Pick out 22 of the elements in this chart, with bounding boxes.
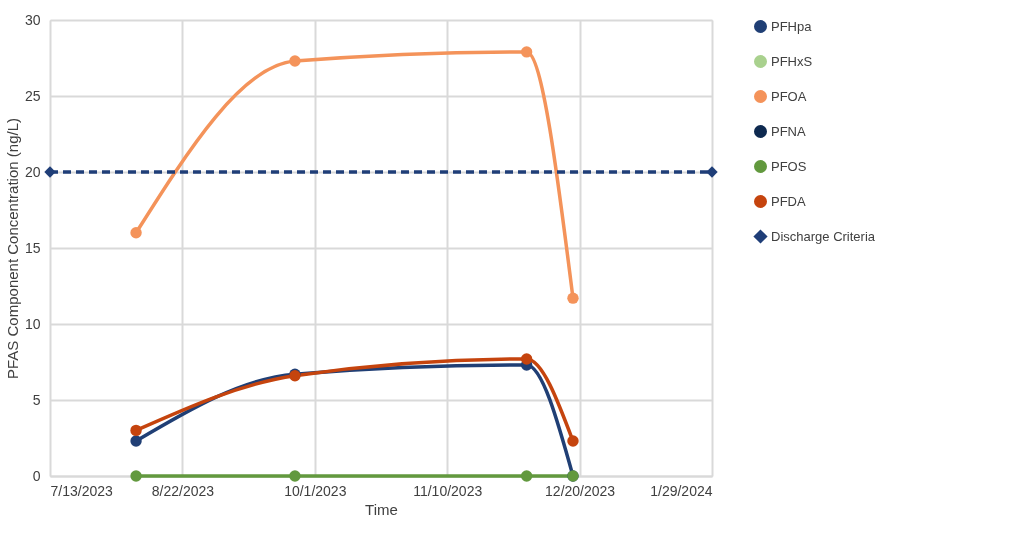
legend-label: PFOS bbox=[771, 158, 807, 174]
y-tick-label: 0 bbox=[32, 467, 41, 484]
x-tick-label: 11/10/2023 bbox=[413, 482, 483, 499]
y-tick-label: 25 bbox=[24, 87, 41, 104]
y-tick-label: 20 bbox=[24, 163, 41, 180]
x-axis-title: Time bbox=[365, 500, 398, 518]
legend-label: PFHpa bbox=[771, 18, 813, 34]
x-tick-label: 8/22/2023 bbox=[151, 482, 215, 499]
legend-label: PFNA bbox=[771, 123, 806, 139]
legend-label: PFDA bbox=[771, 193, 806, 209]
x-tick-label: 12/20/2023 bbox=[545, 482, 616, 499]
x-tick-label: 1/29/2024 bbox=[650, 482, 713, 499]
y-tick-label: 5 bbox=[32, 391, 41, 408]
x-tick-label: 10/1/2023 bbox=[284, 482, 347, 499]
legend-label: Discharge Criteria bbox=[771, 228, 876, 244]
y-tick-label: 15 bbox=[24, 239, 41, 256]
y-tick-label: 10 bbox=[24, 315, 41, 332]
legend-label: PFOA bbox=[771, 88, 807, 104]
x-tick-label: 7/13/2023 bbox=[50, 482, 113, 499]
y-axis-title: PFAS Component Concentration (ng/L) bbox=[3, 118, 21, 379]
y-tick-label: 30 bbox=[24, 11, 41, 28]
legend-label: PFHxS bbox=[771, 53, 813, 69]
